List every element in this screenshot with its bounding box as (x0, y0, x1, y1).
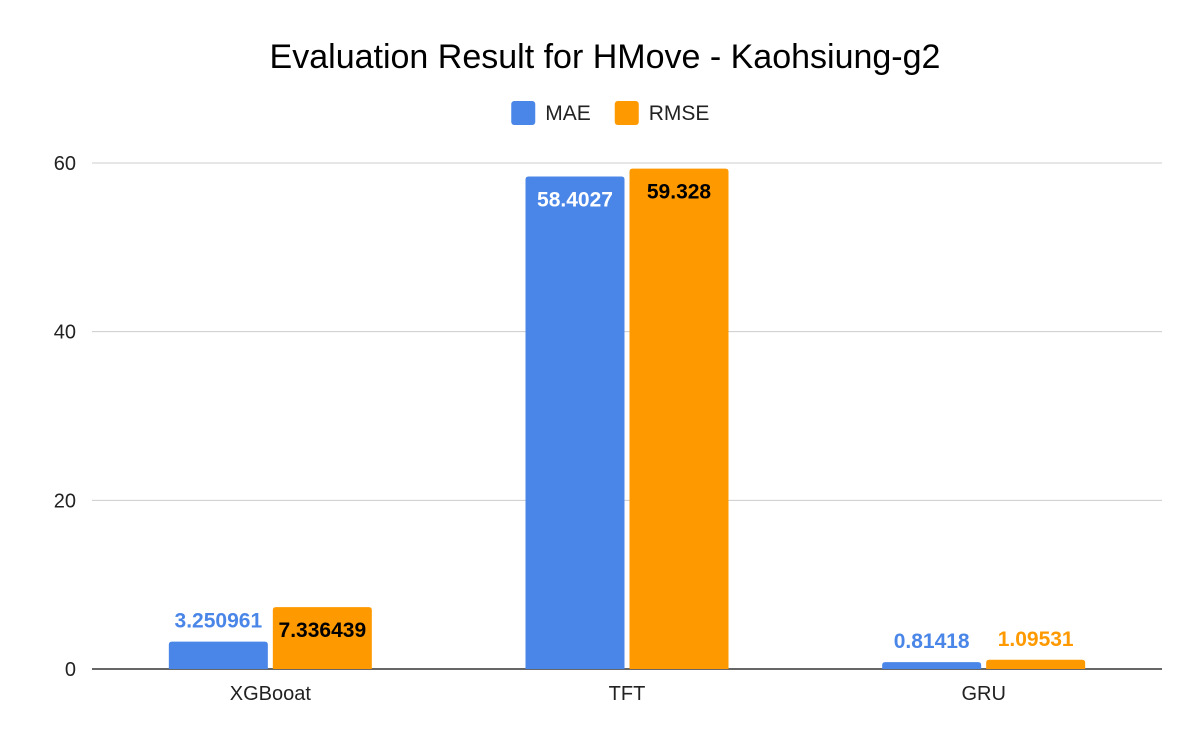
y-tick-label: 60 (54, 153, 76, 175)
bar-mae-xgbooat (168, 641, 268, 669)
x-axis-categories: XGBooat TFT GRU (230, 683, 1006, 705)
legend-label: RMSE (649, 102, 710, 125)
gridlines (92, 162, 1162, 670)
x-tick-label: XGBooat (230, 683, 312, 705)
bar-rmse-xgbooat (272, 607, 372, 669)
legend: MAE RMSE (511, 101, 709, 125)
data-label: 58.4027 (537, 188, 613, 211)
y-tick-label: 40 (54, 322, 76, 344)
x-tick-label: TFT (609, 683, 646, 705)
bars (168, 168, 1086, 669)
bar-rmse-gru (986, 659, 1086, 669)
y-tick-label: 20 (54, 490, 76, 512)
legend-label: MAE (545, 102, 591, 125)
data-label: 1.09531 (998, 628, 1074, 651)
data-label: 3.250961 (175, 610, 263, 633)
data-label: 7.336439 (279, 619, 367, 642)
bar-mae-tft (525, 176, 625, 669)
y-tick-label: 0 (65, 659, 76, 681)
bar-rmse-tft (629, 168, 729, 669)
data-label: 0.81418 (894, 630, 970, 653)
x-tick-label: GRU (961, 683, 1005, 705)
legend-swatch-rmse (614, 101, 639, 125)
data-label: 59.328 (647, 181, 712, 204)
chart-title: Evaluation Result for HMove - Kaohsiung-… (270, 38, 941, 76)
y-axis-ticks: 0 20 40 60 (54, 153, 76, 681)
legend-swatch-mae (511, 101, 536, 125)
data-labels: 3.250961 7.336439 58.4027 59.328 0.81418 1.09… (175, 181, 1074, 653)
bar-mae-gru (882, 662, 982, 669)
